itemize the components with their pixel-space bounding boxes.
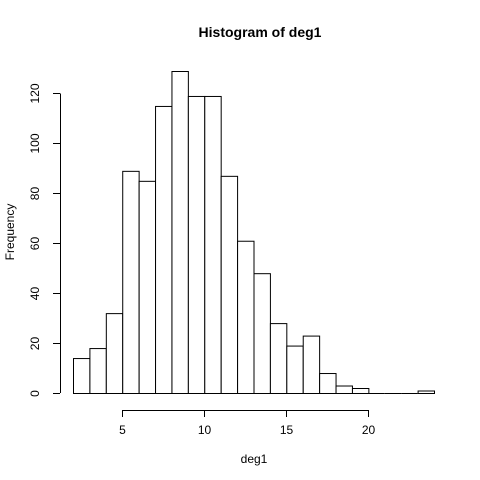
y-axis: 0 20 40 60 80 100 120 [28, 83, 61, 397]
y-tick-label: 60 [28, 237, 42, 251]
chart-title: Histogram of deg1 [199, 24, 322, 40]
histogram-bar [302, 335, 321, 394]
histogram-bar [286, 345, 304, 394]
x-tick-label: 5 [119, 423, 126, 437]
bars-group [73, 71, 436, 394]
histogram-bar [138, 180, 157, 394]
histogram-bar [122, 170, 140, 394]
y-axis-label: Frequency [3, 204, 17, 261]
y-tick-label: 100 [28, 133, 42, 153]
y-tick-label: 20 [28, 337, 42, 351]
histogram-bar [269, 323, 288, 394]
histogram-bar [351, 388, 370, 394]
y-tick-label: 80 [28, 187, 42, 201]
histogram-bar [204, 95, 222, 394]
histogram-bar [319, 373, 337, 394]
histogram-bar [417, 390, 436, 394]
histogram-bar [155, 105, 173, 394]
histogram-bar [237, 240, 255, 394]
x-tick-label: 10 [198, 423, 212, 437]
histogram-bar [253, 273, 271, 394]
histogram-bar [335, 385, 353, 394]
x-tick-label: 20 [362, 423, 376, 437]
y-tick-label: 40 [28, 287, 42, 301]
histogram-bar [171, 71, 189, 394]
histogram-bar [220, 175, 239, 394]
x-tick-label: 15 [280, 423, 294, 437]
y-tick-label: 0 [28, 390, 42, 397]
histogram-bar [73, 358, 91, 394]
histogram-bar [105, 313, 124, 394]
histogram-bar [187, 95, 206, 394]
y-tick-label: 120 [28, 83, 42, 103]
x-axis-label: deg1 [241, 452, 268, 466]
x-axis: 5 10 15 20 [119, 410, 375, 437]
histogram-bar [89, 348, 107, 394]
